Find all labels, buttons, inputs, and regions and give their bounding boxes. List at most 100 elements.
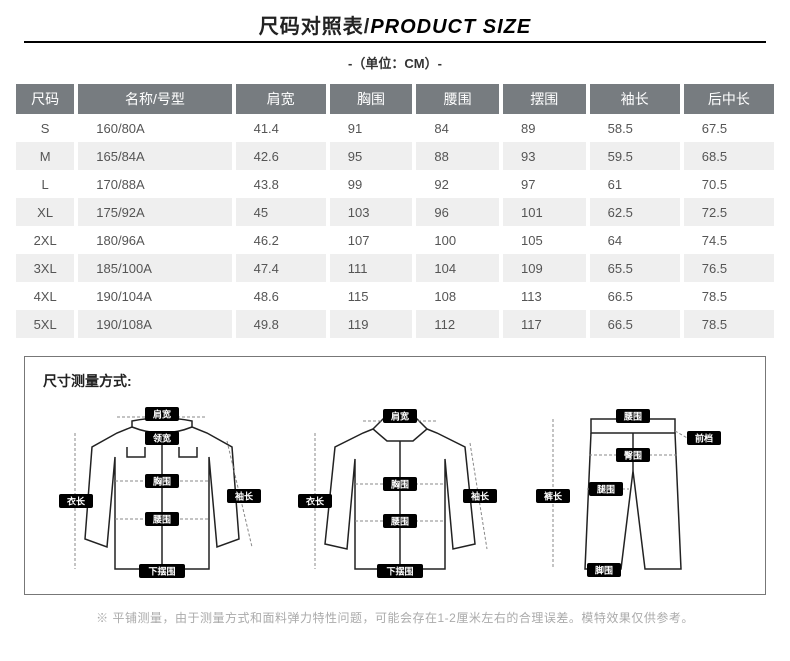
table-cell: 46.2 bbox=[236, 226, 326, 254]
pants-diagram: 腰围 臀围 前档 腿围 裤长 脚围 bbox=[533, 399, 733, 584]
table-cell: 170/88A bbox=[78, 170, 231, 198]
svg-text:腰围: 腰围 bbox=[152, 514, 171, 524]
table-cell: 70.5 bbox=[684, 170, 774, 198]
table-cell: 92 bbox=[416, 170, 499, 198]
svg-text:袖长: 袖长 bbox=[470, 490, 490, 501]
table-body: S160/80A41.491848958.567.5M165/84A42.695… bbox=[16, 114, 774, 338]
table-cell: 180/96A bbox=[78, 226, 231, 254]
col-header: 肩宽 bbox=[236, 84, 326, 114]
table-cell: 165/84A bbox=[78, 142, 231, 170]
table-row: S160/80A41.491848958.567.5 bbox=[16, 114, 774, 142]
col-header: 袖长 bbox=[590, 84, 680, 114]
table-cell: 103 bbox=[330, 198, 413, 226]
table-cell: M bbox=[16, 142, 74, 170]
title-en: PRODUCT SIZE bbox=[370, 16, 531, 38]
table-cell: XL bbox=[16, 198, 74, 226]
table-cell: 5XL bbox=[16, 310, 74, 338]
svg-text:领宽: 领宽 bbox=[153, 432, 171, 443]
svg-text:臀围: 臀围 bbox=[624, 450, 642, 460]
table-cell: 100 bbox=[416, 226, 499, 254]
table-cell: 119 bbox=[330, 310, 413, 338]
table-cell: 59.5 bbox=[590, 142, 680, 170]
table-cell: 65.5 bbox=[590, 254, 680, 282]
table-cell: 3XL bbox=[16, 254, 74, 282]
table-cell: 58.5 bbox=[590, 114, 680, 142]
table-cell: 42.6 bbox=[236, 142, 326, 170]
measurement-diagram-box: 尺寸测量方式: 肩宽 领宽 胸围 腰围 下 bbox=[24, 356, 766, 595]
shirt-diagram: 肩宽 胸围 腰围 下摆围 衣长 袖长 bbox=[295, 399, 505, 584]
title-cn: 尺码对照表/ bbox=[259, 16, 371, 38]
col-header: 后中长 bbox=[684, 84, 774, 114]
svg-text:腰围: 腰围 bbox=[390, 516, 409, 526]
table-cell: 160/80A bbox=[78, 114, 231, 142]
table-row: L170/88A43.89992976170.5 bbox=[16, 170, 774, 198]
table-cell: 93 bbox=[503, 142, 586, 170]
table-cell: 111 bbox=[330, 254, 413, 282]
footnote: ※ 平铺测量，由于测量方式和面料弹力特性问题，可能会存在1-2厘米左右的合理误差… bbox=[12, 609, 778, 626]
svg-text:脚围: 脚围 bbox=[595, 564, 613, 575]
table-cell: 105 bbox=[503, 226, 586, 254]
table-row: 5XL190/108A49.811911211766.578.5 bbox=[16, 310, 774, 338]
svg-text:前档: 前档 bbox=[695, 432, 713, 443]
table-cell: 49.8 bbox=[236, 310, 326, 338]
svg-text:肩宽: 肩宽 bbox=[152, 408, 171, 419]
table-cell: 112 bbox=[416, 310, 499, 338]
svg-text:衣长: 衣长 bbox=[67, 495, 86, 506]
table-cell: 117 bbox=[503, 310, 586, 338]
table-cell: 45 bbox=[236, 198, 326, 226]
table-cell: 48.6 bbox=[236, 282, 326, 310]
jacket-diagram: 肩宽 领宽 胸围 腰围 下摆围 衣长 袖长 bbox=[57, 399, 267, 584]
col-header: 名称/号型 bbox=[78, 84, 231, 114]
table-cell: 95 bbox=[330, 142, 413, 170]
table-cell: L bbox=[16, 170, 74, 198]
diagram-title: 尺寸测量方式: bbox=[43, 371, 747, 391]
diagrams-row: 肩宽 领宽 胸围 腰围 下摆围 衣长 袖长 bbox=[43, 399, 747, 584]
table-cell: 113 bbox=[503, 282, 586, 310]
table-cell: 2XL bbox=[16, 226, 74, 254]
table-cell: 175/92A bbox=[78, 198, 231, 226]
table-cell: 4XL bbox=[16, 282, 74, 310]
table-cell: 115 bbox=[330, 282, 413, 310]
table-cell: 84 bbox=[416, 114, 499, 142]
table-cell: 78.5 bbox=[684, 310, 774, 338]
svg-text:腿围: 腿围 bbox=[597, 484, 615, 494]
size-table: 尺码名称/号型肩宽胸围腰围摆围袖长后中长 S160/80A41.49184895… bbox=[12, 84, 778, 338]
table-cell: 66.5 bbox=[590, 310, 680, 338]
unit-label: -（单位：CM）- bbox=[12, 53, 778, 72]
table-cell: 99 bbox=[330, 170, 413, 198]
table-cell: 101 bbox=[503, 198, 586, 226]
svg-text:下摆围: 下摆围 bbox=[386, 565, 413, 576]
table-cell: 76.5 bbox=[684, 254, 774, 282]
table-cell: S bbox=[16, 114, 74, 142]
table-cell: 47.4 bbox=[236, 254, 326, 282]
table-row: 2XL180/96A46.21071001056474.5 bbox=[16, 226, 774, 254]
table-row: M165/84A42.695889359.568.5 bbox=[16, 142, 774, 170]
svg-text:腰围: 腰围 bbox=[623, 411, 642, 421]
table-cell: 41.4 bbox=[236, 114, 326, 142]
table-cell: 67.5 bbox=[684, 114, 774, 142]
svg-text:肩宽: 肩宽 bbox=[390, 410, 409, 421]
table-cell: 78.5 bbox=[684, 282, 774, 310]
table-row: 4XL190/104A48.611510811366.578.5 bbox=[16, 282, 774, 310]
svg-text:胸围: 胸围 bbox=[153, 475, 171, 486]
col-header: 摆围 bbox=[503, 84, 586, 114]
table-row: 3XL185/100A47.411110410965.576.5 bbox=[16, 254, 774, 282]
table-cell: 91 bbox=[330, 114, 413, 142]
table-cell: 97 bbox=[503, 170, 586, 198]
col-header: 尺码 bbox=[16, 84, 74, 114]
col-header: 胸围 bbox=[330, 84, 413, 114]
table-cell: 104 bbox=[416, 254, 499, 282]
svg-text:下摆围: 下摆围 bbox=[148, 565, 175, 576]
table-cell: 96 bbox=[416, 198, 499, 226]
table-cell: 72.5 bbox=[684, 198, 774, 226]
table-cell: 185/100A bbox=[78, 254, 231, 282]
table-cell: 61 bbox=[590, 170, 680, 198]
table-cell: 74.5 bbox=[684, 226, 774, 254]
col-header: 腰围 bbox=[416, 84, 499, 114]
table-cell: 88 bbox=[416, 142, 499, 170]
table-cell: 68.5 bbox=[684, 142, 774, 170]
table-cell: 66.5 bbox=[590, 282, 680, 310]
svg-text:胸围: 胸围 bbox=[391, 478, 409, 489]
table-cell: 89 bbox=[503, 114, 586, 142]
svg-text:衣长: 衣长 bbox=[306, 495, 325, 506]
